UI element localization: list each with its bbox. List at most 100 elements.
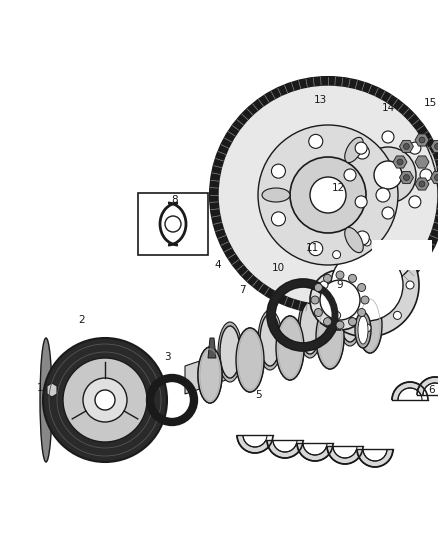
Circle shape xyxy=(382,207,394,219)
Circle shape xyxy=(297,425,333,461)
Circle shape xyxy=(243,423,267,447)
Circle shape xyxy=(423,383,438,407)
Polygon shape xyxy=(208,338,216,358)
Circle shape xyxy=(267,422,303,458)
Circle shape xyxy=(361,296,369,304)
Circle shape xyxy=(327,428,363,464)
Polygon shape xyxy=(415,178,429,190)
Text: 3: 3 xyxy=(164,352,170,362)
Polygon shape xyxy=(415,156,429,168)
Text: 8: 8 xyxy=(172,195,178,205)
Text: 13: 13 xyxy=(313,95,327,105)
Circle shape xyxy=(358,309,366,317)
Text: 9: 9 xyxy=(337,280,343,290)
Circle shape xyxy=(355,196,367,208)
Circle shape xyxy=(83,378,127,422)
Polygon shape xyxy=(431,140,438,152)
Ellipse shape xyxy=(236,328,264,392)
Circle shape xyxy=(355,145,369,159)
Circle shape xyxy=(417,377,438,413)
Circle shape xyxy=(355,142,367,154)
Ellipse shape xyxy=(358,297,382,353)
Circle shape xyxy=(310,177,346,213)
Text: 2: 2 xyxy=(79,315,85,325)
Ellipse shape xyxy=(345,138,363,163)
Circle shape xyxy=(332,311,341,319)
Circle shape xyxy=(374,161,402,189)
Ellipse shape xyxy=(236,328,264,392)
Circle shape xyxy=(309,134,323,148)
Polygon shape xyxy=(415,134,429,146)
Circle shape xyxy=(434,143,438,149)
Text: 4: 4 xyxy=(215,260,221,270)
Circle shape xyxy=(210,77,438,313)
Circle shape xyxy=(290,157,366,233)
Ellipse shape xyxy=(276,316,304,380)
Circle shape xyxy=(336,271,344,279)
Bar xyxy=(372,240,432,270)
Circle shape xyxy=(406,281,414,289)
Ellipse shape xyxy=(276,316,304,380)
Circle shape xyxy=(43,338,167,462)
Circle shape xyxy=(333,434,357,458)
Circle shape xyxy=(218,85,438,305)
Circle shape xyxy=(314,284,322,292)
Circle shape xyxy=(332,251,341,259)
Circle shape xyxy=(63,358,147,442)
Ellipse shape xyxy=(355,312,371,348)
Circle shape xyxy=(338,125,438,225)
Circle shape xyxy=(398,388,422,412)
Circle shape xyxy=(363,437,387,461)
Circle shape xyxy=(309,241,323,256)
Ellipse shape xyxy=(220,326,240,378)
Circle shape xyxy=(95,390,115,410)
Circle shape xyxy=(272,212,286,226)
Bar xyxy=(325,426,365,446)
Text: 7: 7 xyxy=(239,285,245,295)
Ellipse shape xyxy=(358,297,382,353)
Circle shape xyxy=(397,159,403,165)
Ellipse shape xyxy=(358,316,368,344)
Circle shape xyxy=(392,382,428,418)
Ellipse shape xyxy=(198,347,222,403)
Ellipse shape xyxy=(260,314,280,366)
Text: 1: 1 xyxy=(37,383,43,393)
Text: 6: 6 xyxy=(429,385,435,395)
Ellipse shape xyxy=(316,305,344,369)
Ellipse shape xyxy=(262,188,290,202)
Ellipse shape xyxy=(298,298,322,358)
Circle shape xyxy=(355,231,369,245)
Circle shape xyxy=(320,280,360,320)
Text: 15: 15 xyxy=(424,98,437,108)
Circle shape xyxy=(331,249,403,321)
Bar xyxy=(295,423,335,443)
Circle shape xyxy=(237,417,273,453)
Circle shape xyxy=(324,318,332,326)
Text: 5: 5 xyxy=(254,390,261,400)
Polygon shape xyxy=(399,140,413,152)
Ellipse shape xyxy=(345,228,363,253)
Circle shape xyxy=(393,251,401,259)
Circle shape xyxy=(303,431,327,455)
Bar xyxy=(138,193,208,255)
Circle shape xyxy=(165,216,181,232)
Circle shape xyxy=(310,270,370,330)
Bar xyxy=(415,395,438,415)
Ellipse shape xyxy=(258,310,282,370)
Circle shape xyxy=(344,169,356,181)
Bar xyxy=(265,420,305,440)
Circle shape xyxy=(315,233,419,337)
Circle shape xyxy=(336,321,344,329)
Polygon shape xyxy=(185,296,390,394)
Circle shape xyxy=(273,428,297,452)
Circle shape xyxy=(403,174,410,181)
Circle shape xyxy=(363,324,371,332)
Bar xyxy=(355,429,395,449)
Circle shape xyxy=(311,296,319,304)
Bar xyxy=(235,415,275,435)
Ellipse shape xyxy=(338,286,362,346)
Circle shape xyxy=(320,281,328,289)
Ellipse shape xyxy=(340,290,360,342)
Circle shape xyxy=(419,137,425,143)
Circle shape xyxy=(258,125,398,265)
